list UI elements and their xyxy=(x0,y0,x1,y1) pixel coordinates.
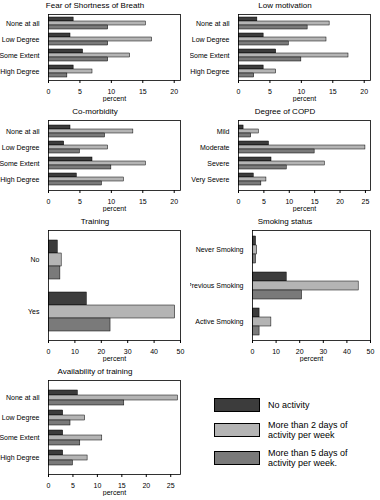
svg-text:Low Degree: Low Degree xyxy=(192,36,230,44)
svg-text:percent: percent xyxy=(293,95,316,103)
svg-text:10: 10 xyxy=(285,198,294,206)
svg-text:10: 10 xyxy=(107,198,116,206)
svg-text:0: 0 xyxy=(237,198,241,205)
svg-text:Active Smoking: Active Smoking xyxy=(195,318,243,326)
svg-text:Low Degree: Low Degree xyxy=(2,36,40,44)
svg-text:Previous Smoking: Previous Smoking xyxy=(190,282,244,290)
svg-text:50: 50 xyxy=(367,348,375,355)
svg-text:None at all: None at all xyxy=(196,20,230,27)
svg-text:25: 25 xyxy=(362,198,370,205)
svg-text:10: 10 xyxy=(272,348,280,355)
svg-text:10: 10 xyxy=(71,348,79,355)
svg-text:No: No xyxy=(31,256,40,263)
svg-text:High Degree: High Degree xyxy=(0,454,39,462)
svg-text:15: 15 xyxy=(117,482,126,490)
html-text:Smoking status: Smoking status xyxy=(257,217,313,226)
html-text:Low motivation: Low motivation xyxy=(258,1,312,10)
svg-text:percent: percent xyxy=(103,95,126,103)
svg-text:None at all: None at all xyxy=(6,20,40,27)
svg-text:percent: percent xyxy=(293,205,316,213)
html-text:Co-morbidity: Co-morbidity xyxy=(72,107,118,116)
svg-text:Never Smoking: Never Smoking xyxy=(196,246,244,254)
svg-text:10: 10 xyxy=(107,88,116,96)
svg-text:0: 0 xyxy=(47,198,51,205)
svg-text:0: 0 xyxy=(47,88,51,95)
html-text:Degree of COPD: Degree of COPD xyxy=(254,107,316,116)
svg-text:20: 20 xyxy=(170,88,178,95)
svg-text:20: 20 xyxy=(170,198,178,205)
svg-text:15: 15 xyxy=(329,88,337,95)
html-text:More than 2 days of activity p: More than 2 days of activity per week xyxy=(268,420,348,440)
html-text:Availability of training: Availability of training xyxy=(57,367,133,376)
svg-text:Mild: Mild xyxy=(217,128,230,135)
svg-text:50: 50 xyxy=(177,348,185,355)
svg-text:15: 15 xyxy=(139,198,147,205)
svg-text:High Degree: High Degree xyxy=(0,68,39,76)
svg-text:15: 15 xyxy=(310,198,319,206)
svg-text:None at all: None at all xyxy=(6,128,40,135)
svg-text:percent: percent xyxy=(103,355,126,363)
svg-text:5: 5 xyxy=(71,482,75,489)
svg-text:Low Degree: Low Degree xyxy=(2,414,40,422)
svg-text:0: 0 xyxy=(47,348,51,355)
svg-text:Some Extent: Some Extent xyxy=(0,52,40,59)
svg-text:None at all: None at all xyxy=(6,394,40,401)
svg-text:40: 40 xyxy=(343,348,351,355)
svg-text:Severe: Severe xyxy=(207,160,229,167)
svg-text:40: 40 xyxy=(150,348,158,355)
svg-text:20: 20 xyxy=(360,88,368,95)
svg-text:25: 25 xyxy=(167,482,175,489)
svg-text:percent: percent xyxy=(300,355,323,363)
svg-text:0: 0 xyxy=(47,482,51,489)
svg-text:Moderate: Moderate xyxy=(200,144,230,151)
svg-text:0: 0 xyxy=(251,348,255,355)
html-text:More than 5 days of activity p: More than 5 days of activity per week. xyxy=(268,448,348,468)
svg-text:20: 20 xyxy=(295,348,304,356)
svg-text:percent: percent xyxy=(103,489,126,497)
svg-text:5: 5 xyxy=(78,198,82,205)
svg-text:5: 5 xyxy=(268,88,272,95)
html-text:Fear of Shortness of Breath: Fear of Shortness of Breath xyxy=(45,1,145,10)
svg-text:20: 20 xyxy=(97,348,106,356)
svg-text:High Degree: High Degree xyxy=(190,68,229,76)
svg-text:30: 30 xyxy=(123,348,132,356)
svg-text:Low Degree: Low Degree xyxy=(2,144,40,152)
svg-text:30: 30 xyxy=(319,348,328,356)
svg-text:Some Extent: Some Extent xyxy=(0,160,40,167)
svg-text:10: 10 xyxy=(93,482,101,489)
svg-text:20: 20 xyxy=(142,482,150,489)
svg-text:15: 15 xyxy=(139,88,147,95)
html-text:Training: Training xyxy=(80,217,110,226)
svg-text:Yes: Yes xyxy=(28,308,40,315)
svg-text:10: 10 xyxy=(297,88,306,96)
svg-text:percent: percent xyxy=(103,205,126,213)
html-text:No activity: No activity xyxy=(268,400,310,410)
svg-text:0: 0 xyxy=(237,88,241,95)
svg-text:5: 5 xyxy=(262,198,266,205)
svg-text:Very Severe: Very Severe xyxy=(191,176,229,184)
svg-text:High Degree: High Degree xyxy=(0,176,39,184)
svg-text:20: 20 xyxy=(336,198,344,205)
svg-text:Some Extent: Some Extent xyxy=(190,52,230,59)
svg-text:Some Extent: Some Extent xyxy=(0,434,40,441)
svg-text:5: 5 xyxy=(78,88,82,95)
